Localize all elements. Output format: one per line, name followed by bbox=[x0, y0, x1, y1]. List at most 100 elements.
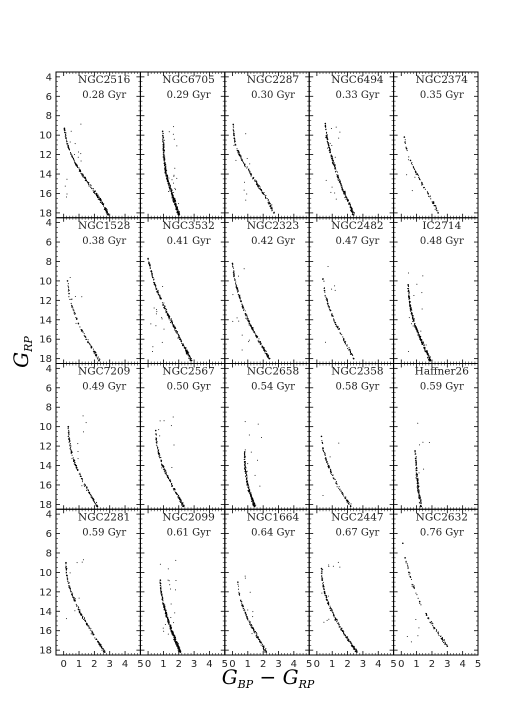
star-point bbox=[164, 169, 166, 171]
sequence-point bbox=[174, 204, 177, 206]
star-point bbox=[182, 343, 184, 345]
sequence-point bbox=[98, 359, 100, 362]
star-point bbox=[332, 474, 334, 476]
star-point bbox=[167, 475, 169, 477]
star-point bbox=[325, 128, 327, 130]
star-point bbox=[418, 176, 420, 178]
star-point bbox=[267, 355, 270, 357]
star-point bbox=[67, 143, 69, 145]
star-point bbox=[435, 207, 437, 209]
sequence-point bbox=[85, 487, 88, 489]
star-point bbox=[74, 465, 77, 467]
star-point bbox=[429, 358, 431, 360]
sequence-point bbox=[161, 130, 164, 133]
star-point bbox=[234, 279, 236, 282]
star-point bbox=[81, 296, 83, 298]
star-point bbox=[426, 191, 428, 193]
cluster-age: 0.50 Gyr bbox=[167, 382, 211, 393]
star-point bbox=[75, 466, 77, 468]
star-point bbox=[183, 346, 186, 348]
sequence-point bbox=[262, 347, 264, 349]
star-point bbox=[177, 209, 179, 211]
sequence-point bbox=[273, 212, 275, 214]
star-point bbox=[416, 473, 418, 475]
sequence-point bbox=[68, 292, 70, 295]
star-point bbox=[245, 467, 247, 469]
star-point bbox=[327, 304, 329, 306]
y-tick-label: 6 bbox=[46, 238, 52, 249]
star-point bbox=[94, 353, 96, 355]
sequence-point bbox=[79, 475, 82, 478]
star-point bbox=[238, 150, 240, 152]
star-point bbox=[415, 457, 417, 459]
star-point bbox=[344, 496, 346, 498]
star-point bbox=[416, 174, 418, 176]
star-point bbox=[169, 479, 171, 481]
cluster-name: NGC2482 bbox=[331, 220, 383, 232]
star-point bbox=[264, 195, 266, 197]
star-point bbox=[245, 133, 247, 135]
star-point bbox=[77, 469, 79, 471]
sequence-point bbox=[71, 305, 73, 307]
star-point bbox=[349, 352, 352, 354]
star-point bbox=[171, 483, 173, 486]
cluster-name: NGC2658 bbox=[247, 366, 299, 378]
star-point bbox=[79, 472, 81, 474]
star-point bbox=[339, 180, 342, 182]
star-point bbox=[66, 577, 68, 579]
star-point bbox=[407, 291, 409, 293]
star-point bbox=[416, 478, 418, 480]
star-point bbox=[419, 503, 421, 505]
star-point bbox=[96, 357, 98, 359]
star-point bbox=[412, 325, 414, 327]
star-point bbox=[333, 318, 335, 321]
cluster-age: 0.59 Gyr bbox=[420, 382, 464, 393]
star-point bbox=[415, 461, 417, 463]
star-point bbox=[81, 479, 84, 481]
star-point bbox=[333, 322, 336, 324]
star-point bbox=[261, 346, 263, 348]
star-point bbox=[411, 323, 413, 325]
cmd-panel: 4 6 8 10 12 14 16 18 NGC7209 0.49 Gyr bbox=[39, 363, 141, 511]
star-point bbox=[252, 328, 254, 331]
star-point bbox=[246, 167, 248, 169]
star-point bbox=[66, 579, 68, 581]
star-point bbox=[175, 330, 177, 332]
star-point bbox=[416, 283, 418, 285]
sequence-point bbox=[172, 324, 175, 327]
star-point bbox=[259, 485, 261, 487]
star-point bbox=[173, 182, 175, 184]
star-point bbox=[437, 210, 439, 212]
star-point bbox=[72, 307, 74, 309]
star-point bbox=[67, 286, 70, 288]
star-point bbox=[329, 308, 331, 310]
cmd-panel: Haffner26 0.59 Gyr bbox=[393, 363, 479, 510]
star-point bbox=[415, 466, 418, 468]
star-point bbox=[169, 315, 171, 317]
star-point bbox=[418, 494, 420, 496]
star-point bbox=[243, 458, 245, 461]
sequence-point bbox=[268, 357, 271, 360]
star-point bbox=[172, 133, 174, 135]
star-point bbox=[75, 163, 77, 165]
star-point bbox=[97, 356, 99, 358]
star-point bbox=[326, 139, 328, 141]
sequence-point bbox=[164, 171, 167, 173]
data-points bbox=[154, 416, 185, 508]
star-point bbox=[68, 296, 70, 298]
star-point bbox=[64, 135, 66, 137]
star-point bbox=[269, 205, 271, 207]
star-point bbox=[88, 184, 90, 186]
cluster-name: NGC1528 bbox=[78, 220, 130, 232]
star-point bbox=[164, 168, 166, 170]
star-point bbox=[329, 142, 331, 144]
star-point bbox=[173, 444, 175, 446]
star-point bbox=[250, 493, 252, 495]
star-point bbox=[69, 444, 71, 446]
star-point bbox=[331, 473, 333, 475]
sequence-point bbox=[161, 464, 164, 467]
star-point bbox=[409, 305, 412, 307]
star-point bbox=[171, 319, 173, 322]
star-point bbox=[153, 279, 155, 281]
star-point bbox=[421, 308, 423, 310]
